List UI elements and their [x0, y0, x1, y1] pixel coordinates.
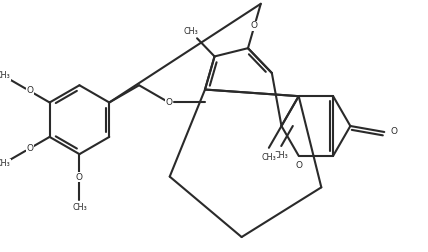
Text: O: O [26, 86, 33, 96]
Text: CH₃: CH₃ [72, 203, 87, 212]
Text: O: O [295, 161, 302, 170]
Text: CH₃: CH₃ [0, 71, 10, 80]
Text: O: O [251, 21, 258, 30]
Text: CH₃: CH₃ [262, 152, 276, 162]
Text: O: O [166, 98, 172, 107]
Text: O: O [390, 128, 397, 137]
Text: CH₃: CH₃ [183, 27, 198, 36]
Text: O: O [76, 173, 83, 182]
Text: CH₃: CH₃ [0, 159, 10, 168]
Text: O: O [26, 144, 33, 153]
Text: CH₃: CH₃ [274, 151, 288, 160]
